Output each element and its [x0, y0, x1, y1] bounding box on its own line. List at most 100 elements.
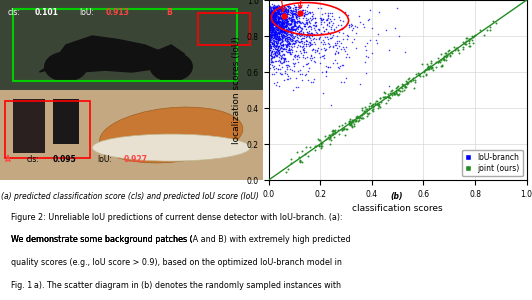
Point	[280, 52, 288, 57]
Point	[428, 64, 437, 69]
Point	[288, 33, 296, 38]
Point	[278, 35, 286, 40]
Point	[278, 20, 287, 25]
Point	[267, 23, 275, 28]
Point	[287, 27, 295, 32]
Point	[270, 59, 279, 64]
Point	[267, 29, 276, 34]
Point	[265, 18, 274, 23]
Point	[293, 18, 301, 23]
Point	[338, 31, 347, 36]
Point	[293, 32, 302, 37]
Point	[438, 56, 447, 61]
Point	[313, 48, 321, 52]
Point	[404, 76, 413, 81]
Point	[272, 39, 281, 44]
Point	[281, 12, 289, 17]
Point	[271, 26, 279, 31]
Text: A: A	[5, 155, 11, 164]
Point	[279, 21, 287, 26]
Point	[277, 4, 285, 9]
Point	[290, 10, 299, 15]
Point	[270, 80, 278, 85]
Point	[434, 56, 442, 61]
Point	[283, 20, 292, 25]
Point	[440, 58, 448, 62]
Point	[281, 26, 290, 31]
Point	[271, 7, 280, 11]
Point	[285, 41, 293, 46]
Point	[269, 19, 277, 23]
Point	[274, 34, 282, 39]
Point	[450, 44, 459, 49]
Point	[389, 91, 398, 96]
Point	[283, 45, 292, 50]
Point	[268, 16, 277, 21]
Point	[280, 55, 289, 60]
Point	[295, 19, 304, 23]
Point	[272, 34, 281, 39]
Bar	[13, 99, 45, 153]
Point	[292, 38, 301, 42]
Point	[465, 37, 473, 42]
Point	[274, 24, 282, 28]
Point	[269, 27, 278, 32]
Point	[279, 26, 288, 31]
Point	[362, 53, 370, 58]
Point	[348, 27, 356, 32]
Point	[277, 11, 285, 15]
Point	[279, 20, 287, 24]
Point	[273, 9, 281, 14]
Point	[322, 26, 330, 31]
Point	[320, 56, 329, 61]
Point	[424, 67, 433, 71]
Point	[278, 27, 286, 32]
Point	[285, 40, 294, 45]
Point	[272, 7, 281, 12]
Point	[273, 36, 281, 41]
Point	[337, 79, 346, 84]
Point	[269, 13, 278, 17]
Point	[270, 41, 278, 46]
Point	[289, 17, 298, 22]
Point	[355, 115, 363, 120]
Point	[271, 31, 280, 36]
Point	[280, 7, 289, 11]
Point	[305, 40, 314, 45]
Point	[279, 28, 288, 32]
Point	[296, 34, 305, 38]
Point	[269, 35, 278, 40]
Point	[307, 53, 315, 58]
Point	[284, 50, 292, 55]
Point	[288, 37, 297, 42]
Point	[272, 29, 280, 34]
Point	[267, 24, 276, 28]
Point	[285, 40, 294, 45]
Point	[286, 37, 294, 41]
Point	[287, 9, 296, 14]
Point	[305, 66, 313, 71]
Point	[275, 23, 283, 28]
Point	[271, 24, 280, 29]
Point	[277, 23, 286, 28]
Point	[270, 6, 278, 11]
Point	[282, 37, 291, 42]
Point	[268, 13, 277, 18]
Point	[265, 18, 273, 23]
Point	[347, 22, 355, 27]
Point	[492, 20, 500, 25]
Point	[269, 14, 277, 18]
Point	[276, 5, 285, 10]
Point	[320, 52, 328, 57]
Point	[280, 24, 289, 29]
Point	[364, 55, 372, 60]
Point	[307, 31, 315, 36]
Point	[271, 37, 279, 42]
Point	[284, 42, 292, 47]
Point	[284, 18, 293, 23]
Point	[271, 46, 279, 51]
Point	[282, 12, 291, 16]
Point	[270, 8, 279, 13]
Point	[346, 120, 355, 125]
Point	[294, 27, 302, 32]
